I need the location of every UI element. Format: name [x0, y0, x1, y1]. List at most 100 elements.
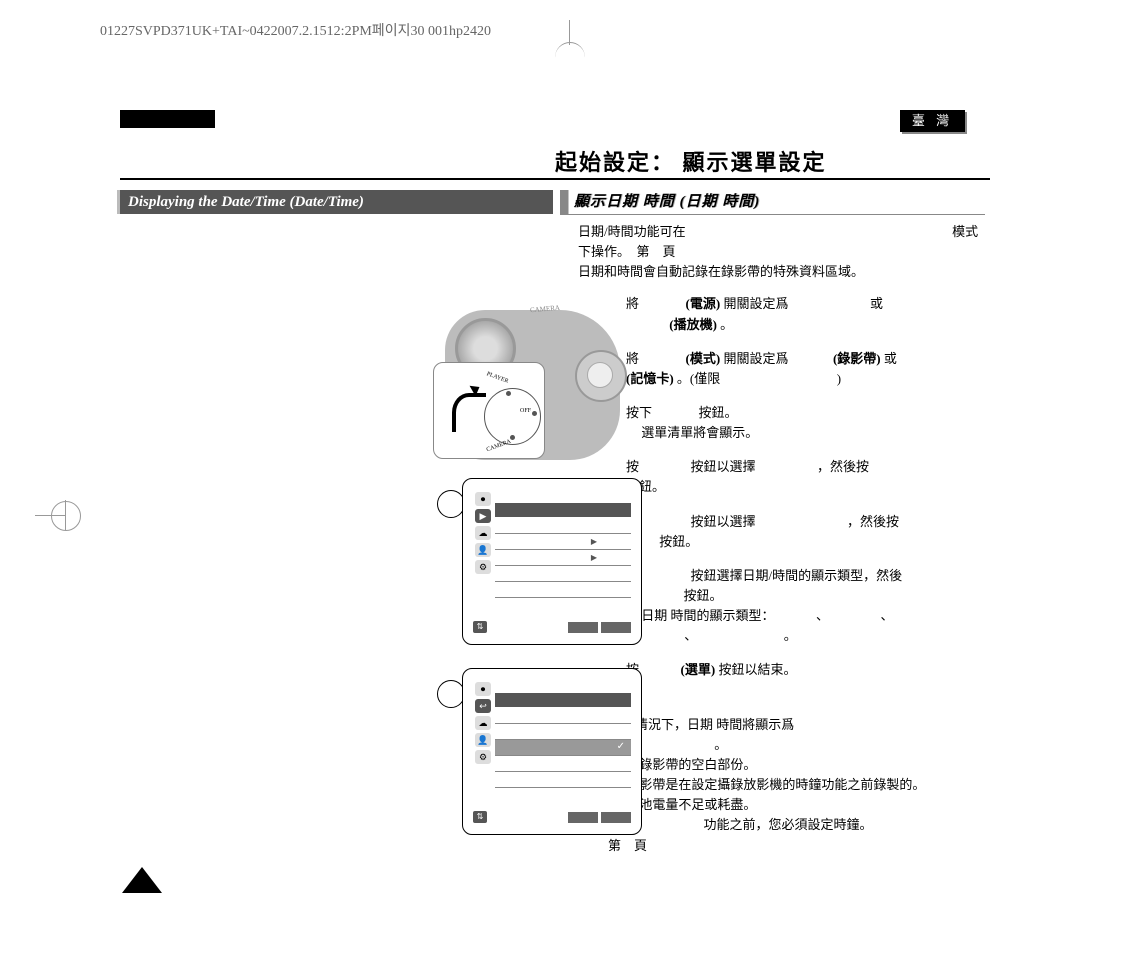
- s6f: 、: [816, 608, 829, 623]
- s1f: 。: [720, 317, 733, 332]
- memory-icon: 👤: [475, 543, 491, 557]
- intro-1a: 日期/時間功能可在: [578, 224, 686, 239]
- menu-row: [495, 724, 631, 740]
- note-end3: 第 頁: [596, 836, 988, 856]
- intro-3: 日期和時間會自動記錄在錄影帶的特殊資料區域。: [578, 262, 988, 282]
- crop-mark-top: [555, 30, 585, 60]
- menu-row: [495, 518, 631, 534]
- check-icon: ✓: [617, 741, 625, 752]
- page-tab-left: [120, 110, 215, 128]
- memory-icon: 👤: [475, 733, 491, 747]
- screen2-menu: ✓: [495, 693, 631, 788]
- s2g: 。(僅限: [677, 371, 720, 386]
- s7c: 按鈕以結束。: [718, 662, 796, 677]
- screen2-footer: ⇅: [473, 810, 631, 824]
- note-end2: 功能之前，您必須設定時鐘。: [704, 817, 873, 832]
- menu-title-row: [495, 503, 631, 517]
- dial-label-off: OFF: [520, 408, 531, 414]
- lcd-screen-2: ⏺ ↩ ☁ 👤 ⚙ ✓ ⇅: [462, 668, 642, 835]
- menu-row: [495, 582, 631, 598]
- s2c: 開關設定爲: [723, 351, 788, 366]
- menu-title-row: [495, 693, 631, 707]
- screen1-menu: ▶ ▶: [495, 503, 631, 598]
- updown-icon: ⇅: [473, 811, 487, 823]
- s6e: 日期 時間的顯示類型：: [641, 608, 774, 623]
- s6g: 、: [881, 608, 894, 623]
- menu-row: ▶: [495, 550, 631, 566]
- print-header: 01227SVPD371UK+TAI~0422007.2.1512:2PM페이지…: [100, 20, 491, 40]
- s3a: 按下: [626, 405, 652, 420]
- s1c: 開關設定爲: [723, 296, 788, 311]
- left-section-heading: Displaying the Date/Time (Date/Time): [120, 190, 553, 214]
- title-underline: [120, 178, 990, 180]
- footer-block: [601, 812, 631, 823]
- page-corner-marker: [122, 867, 162, 893]
- footer-block: [601, 622, 631, 633]
- camera-icon: ⏺: [475, 682, 491, 696]
- s1d: 或: [870, 296, 883, 311]
- s2h: ): [837, 371, 841, 386]
- s2f: (記憶卡): [626, 371, 674, 386]
- camera-icon: ⏺: [475, 492, 491, 506]
- note2: 若錄影帶是在設定攝錄放影機的時鐘功能之前錄製的。: [613, 777, 925, 792]
- menu-row: [495, 566, 631, 582]
- s5c: ，然後按: [847, 514, 899, 529]
- step-1: 將 (電源) 開關設定爲 或 (播放機) 。: [578, 294, 988, 334]
- s3b: 按鈕。: [699, 405, 738, 420]
- settings-icon: ⚙: [475, 560, 491, 574]
- intro-2: 下操作。 第 頁: [578, 242, 988, 262]
- screen1-icons: ⏺ ▶ ☁ 👤 ⚙: [473, 489, 495, 577]
- screen2-icons: ⏺ ↩ ☁ 👤 ⚙: [473, 679, 495, 767]
- camera-right-dial: [575, 350, 627, 402]
- display-icon: ☁: [475, 526, 491, 540]
- tape-icon: ▶: [475, 509, 491, 523]
- intro-block: 日期/時間功能可在 模式 下操作。 第 頁 日期和時間會自動記錄在錄影帶的特殊資…: [578, 222, 988, 282]
- dial-label-player: PLAYER: [486, 371, 509, 384]
- s2a: 將: [626, 351, 639, 366]
- display-icon: ☁: [475, 716, 491, 730]
- step-3: 按下 按鈕。 選單清單將會顯示。: [578, 403, 988, 443]
- menu-row-selected: ✓: [495, 740, 631, 756]
- s2e: 或: [884, 351, 897, 366]
- s5d: 按鈕。: [659, 534, 698, 549]
- dial-card: PLAYER OFF CAMERA: [433, 362, 545, 459]
- right-section-text: 顯示日期 時間 (日期 時間): [560, 194, 760, 210]
- s6h: 、: [684, 628, 697, 643]
- arrow-right-icon: ▶: [591, 537, 597, 546]
- s6i: 。: [784, 628, 797, 643]
- s4c: ，然後按: [817, 459, 869, 474]
- footer-block: [568, 622, 598, 633]
- step-circle-4: [437, 490, 465, 518]
- s1e: (播放機): [669, 317, 717, 332]
- s2b: (模式): [686, 351, 721, 366]
- intro-1b: 模式: [952, 224, 978, 239]
- menu-row: [495, 756, 631, 772]
- s4a: 按: [626, 459, 639, 474]
- s4b: 按鈕以選擇: [691, 459, 756, 474]
- s3c: 選單清單將會顯示。: [641, 425, 758, 440]
- page-title: 起始設定： 顯示選單設定: [555, 145, 827, 177]
- s1b: (電源): [686, 296, 721, 311]
- back-icon: ↩: [475, 699, 491, 713]
- s6b: 按鈕選擇日期/時間的顯示類型，然後: [691, 568, 903, 583]
- s6d: 按鈕。: [684, 588, 723, 603]
- s5b: 按鈕以選擇: [691, 514, 756, 529]
- s2d: (錄影帶): [833, 351, 881, 366]
- menu-row: [495, 772, 631, 788]
- step-circle-6: [437, 680, 465, 708]
- right-section-heading: 顯示日期 時間 (日期 時間): [560, 190, 985, 215]
- left-section-text: Displaying the Date/Time (Date/Time): [128, 194, 364, 210]
- settings-icon: ⚙: [475, 750, 491, 764]
- step-2: 將 (模式) 開關設定爲 (錄影帶) 或 (記憶卡) 。(僅限 ): [578, 349, 988, 389]
- region-label: 臺 灣: [900, 110, 965, 132]
- screen1-footer: ⇅: [473, 620, 631, 634]
- s7b: (選單): [681, 662, 716, 677]
- note-intro2: 。: [714, 737, 727, 752]
- footer-block: [568, 812, 598, 823]
- lcd-screen-1: ⏺ ▶ ☁ 👤 ⚙ ▶ ▶ ⇅: [462, 478, 642, 645]
- s1a: 將: [626, 296, 639, 311]
- arrow-right-icon: ▶: [591, 553, 597, 562]
- updown-icon: ⇅: [473, 621, 487, 633]
- menu-row: [495, 708, 631, 724]
- camera-illustration: CAMERA PLAYER OFF CAMERA: [425, 300, 625, 470]
